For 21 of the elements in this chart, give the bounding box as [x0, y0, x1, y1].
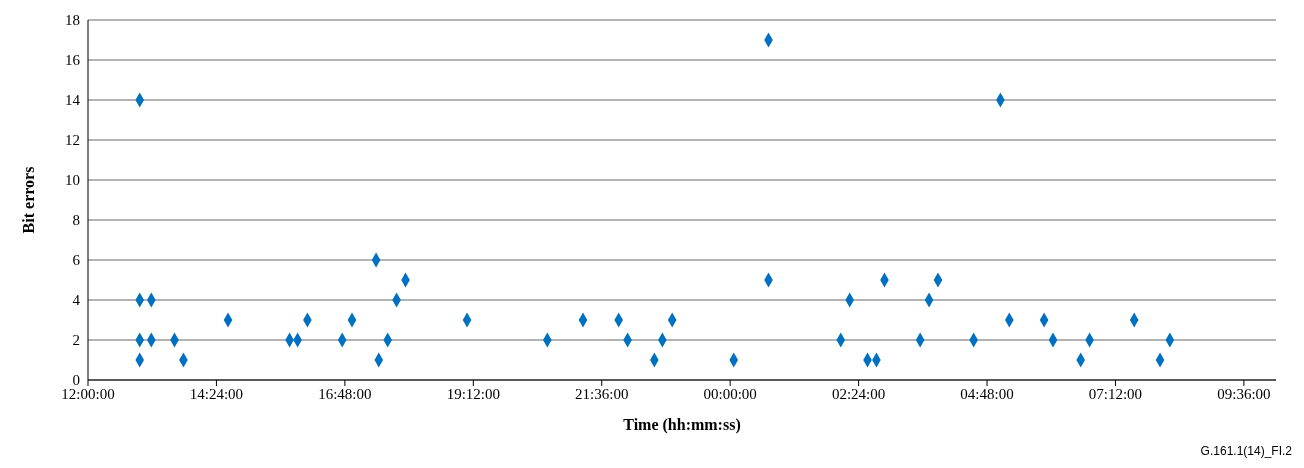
y-tick-label: 2 [72, 332, 80, 349]
y-tick-label: 16 [65, 52, 81, 69]
x-axis-title: Time (hh:mm:ss) [623, 416, 741, 434]
x-tick-label: 00:00:00 [703, 385, 757, 402]
y-tick-label: 4 [72, 292, 81, 309]
x-tick-label: 21:36:00 [575, 385, 629, 402]
x-tick-label: 14:24:00 [189, 385, 244, 402]
text: G.161.1(14)_FI.2 [1200, 444, 1292, 458]
y-tick-label: 18 [65, 12, 80, 29]
x-tick-label: 02:24:00 [831, 385, 886, 402]
y-tick-label: 8 [72, 212, 80, 229]
y-tick-label: 12 [65, 132, 80, 149]
x-tick-label: 09:36:00 [1217, 385, 1271, 402]
x-tick-label: 19:12:00 [446, 385, 500, 402]
x-tick-label: 16:48:00 [318, 385, 372, 402]
y-tick-label: 10 [65, 172, 80, 189]
x-tick-label: 07:12:00 [1088, 385, 1143, 402]
x-tick-label: 04:48:00 [960, 385, 1014, 402]
y-axis-title: Bit errors [19, 166, 37, 234]
y-tick-label: 6 [72, 252, 81, 269]
y-tick-label: 14 [65, 92, 81, 109]
